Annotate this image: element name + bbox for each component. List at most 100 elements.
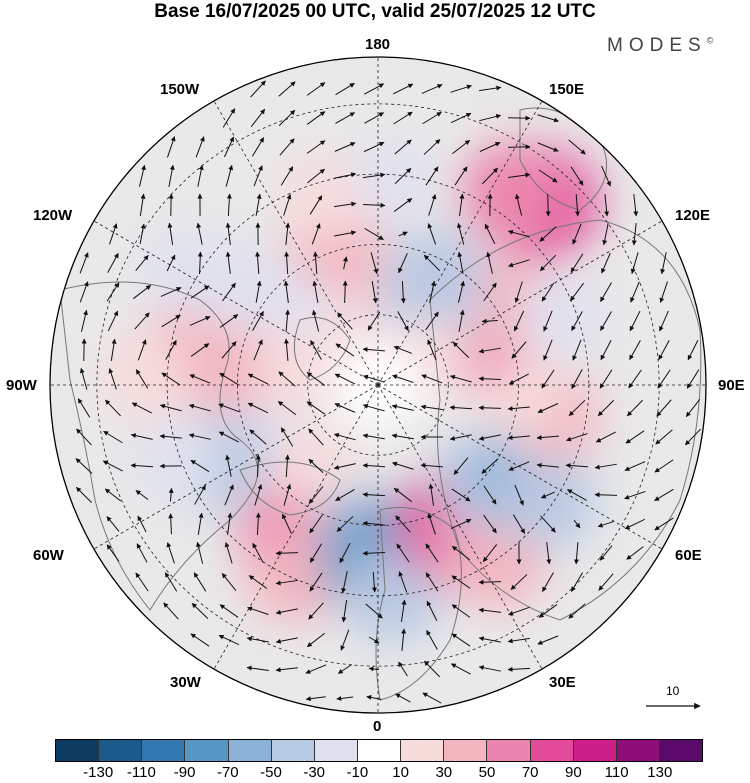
colorbar-tick-label: -10	[346, 764, 369, 781]
wind-arrow	[568, 139, 586, 155]
wind-arrow	[248, 575, 268, 589]
colorbar-tick-label: 70	[521, 764, 539, 781]
lon-label-90w: 90W	[6, 377, 37, 394]
wind-arrow	[537, 635, 559, 645]
wind-arrow	[508, 461, 530, 471]
wind-arrow	[195, 136, 205, 158]
wind-arrow	[342, 280, 348, 304]
anomaly-layer	[99, 137, 606, 644]
wind-arrow	[393, 198, 413, 212]
wind-arrow	[371, 571, 377, 593]
wind-arrow	[654, 517, 674, 531]
wind-arrow	[168, 164, 175, 187]
wind-arrow	[190, 343, 210, 357]
wind-arrow	[311, 309, 320, 332]
wind-arrow	[631, 223, 637, 246]
wind-arrow	[194, 485, 206, 505]
colorbar-cell	[659, 740, 703, 761]
wind-arrow	[574, 193, 580, 217]
wind-arrow	[190, 633, 210, 647]
wind-arrow	[342, 256, 348, 270]
wind-arrow	[105, 399, 121, 417]
wind-arrow	[225, 251, 231, 274]
wind-arrow	[224, 541, 233, 564]
wind-arrow	[478, 434, 501, 441]
vector-reference-label: 10	[666, 684, 680, 698]
wind-arrow	[629, 310, 641, 332]
wind-arrow	[135, 490, 149, 500]
wind-arrow	[568, 603, 586, 619]
wind-arrow	[626, 399, 644, 417]
wind-arrow	[284, 251, 290, 275]
colorbar-cell	[616, 740, 660, 761]
wind-arrow	[426, 600, 438, 622]
wind-arrow	[601, 165, 611, 187]
wind-arrow	[481, 167, 499, 185]
colorbar-tick-label: -30	[303, 764, 326, 781]
wind-arrow	[102, 460, 124, 472]
wind-arrow	[624, 461, 646, 471]
wind-arrow	[337, 664, 352, 674]
wind-arrow	[135, 254, 149, 271]
wind-arrow	[137, 339, 147, 361]
wind-arrow	[309, 572, 323, 592]
wind-arrow	[453, 457, 469, 475]
wind-arrow	[570, 572, 584, 592]
wind-arrow	[335, 82, 355, 96]
wind-arrow	[306, 401, 326, 415]
anomaly-blob	[279, 151, 369, 241]
wind-arrow	[80, 309, 88, 332]
wind-arrow	[334, 172, 357, 179]
wind-arrow	[508, 172, 531, 179]
wind-arrow	[285, 222, 291, 245]
wind-arrow	[334, 403, 356, 413]
wind-arrow	[595, 431, 617, 443]
wind-arrow	[541, 369, 555, 389]
wind-arrow	[135, 369, 149, 389]
wind-arrow	[422, 692, 442, 704]
wind-arrow	[394, 139, 412, 155]
wind-arrow	[393, 487, 413, 503]
wind-arrow	[400, 599, 407, 622]
wind-arrow	[135, 572, 149, 592]
wind-arrow	[573, 519, 581, 529]
wind-arrow	[306, 140, 326, 154]
wind-arrow	[572, 339, 582, 361]
wind-arrow	[284, 454, 290, 478]
colorbar-cell	[185, 740, 229, 761]
meridian-line	[213, 384, 379, 670]
colorbar-tick-label: -70	[216, 764, 239, 781]
wind-arrow	[168, 513, 174, 535]
wind-arrow	[226, 193, 232, 217]
wind-arrow	[108, 223, 118, 245]
wind-arrow	[309, 543, 323, 563]
wind-arrow	[340, 629, 350, 651]
wind-arrow	[538, 604, 558, 618]
wind-arrow	[219, 604, 239, 618]
wind-arrow	[425, 572, 439, 592]
wind-arrow	[398, 661, 408, 677]
wind-arrow	[362, 463, 386, 469]
lon-label-150w: 150W	[160, 81, 200, 98]
wind-arrow	[364, 83, 385, 95]
wind-arrow	[597, 520, 615, 528]
wind-arrow	[451, 545, 471, 561]
colorbar-tick-label: 90	[565, 764, 582, 781]
wind-arrow	[600, 340, 612, 361]
wind-arrow	[479, 113, 502, 122]
wind-arrow	[222, 108, 236, 128]
colorbar-ticks: -130 -110 -90 -70 -50 -30 -10 10 30 50 70 90 110 130	[55, 764, 703, 782]
wind-arrow	[76, 428, 92, 446]
wind-arrow	[363, 141, 385, 153]
wind-arrow	[255, 454, 261, 478]
wind-arrow	[658, 340, 670, 361]
colorbar-tick-label: 110	[604, 764, 629, 781]
wind-arrow	[507, 435, 530, 441]
wind-arrow	[536, 462, 559, 468]
wind-arrow	[428, 483, 435, 506]
wind-arrow	[601, 252, 611, 274]
wind-arrow	[633, 194, 639, 217]
wind-arrow	[594, 492, 618, 498]
wind-arrow	[565, 463, 589, 469]
wind-arrow	[197, 251, 203, 275]
